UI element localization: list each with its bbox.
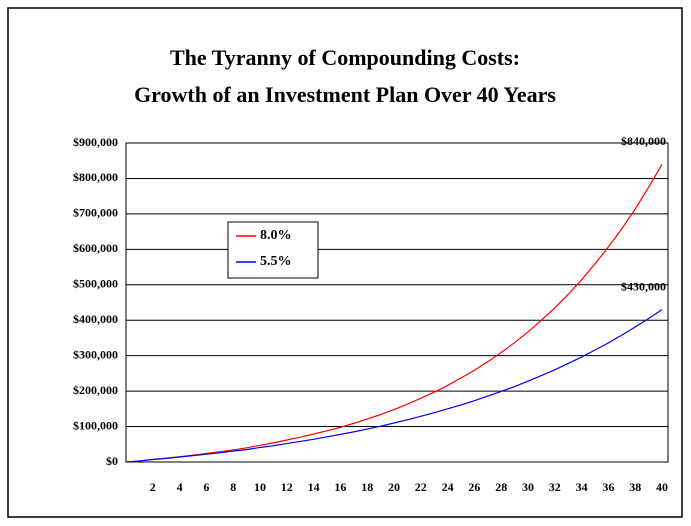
- x-tick-label: 26: [468, 480, 480, 494]
- x-tick-label: 14: [308, 480, 320, 494]
- legend-label: 5.5%: [260, 254, 292, 269]
- annotation: $430,000: [621, 279, 666, 293]
- chart-title: The Tyranny of Compounding Costs:: [170, 45, 520, 70]
- x-tick-label: 8: [230, 480, 236, 494]
- x-tick-label: 16: [334, 480, 346, 494]
- x-tick-label: 20: [388, 480, 400, 494]
- y-tick-label: $200,000: [73, 383, 118, 397]
- y-tick-label: $100,000: [73, 418, 118, 432]
- x-tick-label: 38: [629, 480, 641, 494]
- y-tick-label: $700,000: [73, 206, 118, 220]
- y-tick-label: $300,000: [73, 347, 118, 361]
- annotation: $840,000: [621, 134, 666, 148]
- legend-box: [227, 221, 319, 279]
- y-tick-label: $900,000: [73, 135, 118, 149]
- line-series: [125, 163, 663, 463]
- x-tick-label: 18: [361, 480, 373, 494]
- line-series: [125, 309, 663, 463]
- y-tick-label: $800,000: [73, 170, 118, 184]
- chart-title: Growth of an Investment Plan Over 40 Yea…: [134, 82, 556, 107]
- x-tick-label: 12: [281, 480, 293, 494]
- x-tick-label: 22: [415, 480, 427, 494]
- y-tick-label: $500,000: [73, 277, 118, 291]
- x-tick-label: 28: [495, 480, 507, 494]
- x-tick-label: 4: [177, 480, 183, 494]
- x-tick-label: 34: [576, 480, 588, 494]
- plot-area: [125, 142, 669, 463]
- y-tick-label: $400,000: [73, 312, 118, 326]
- x-tick-label: 2: [150, 480, 156, 494]
- x-tick-label: 40: [656, 480, 668, 494]
- y-tick-label: $0: [106, 454, 118, 468]
- x-tick-label: 30: [522, 480, 534, 494]
- x-tick-label: 24: [442, 480, 454, 494]
- y-tick-label: $600,000: [73, 241, 118, 255]
- x-tick-label: 32: [549, 480, 561, 494]
- legend-label: 8.0%: [260, 228, 292, 243]
- x-tick-label: 6: [203, 480, 209, 494]
- x-tick-label: 10: [254, 480, 266, 494]
- x-tick-label: 36: [602, 480, 614, 494]
